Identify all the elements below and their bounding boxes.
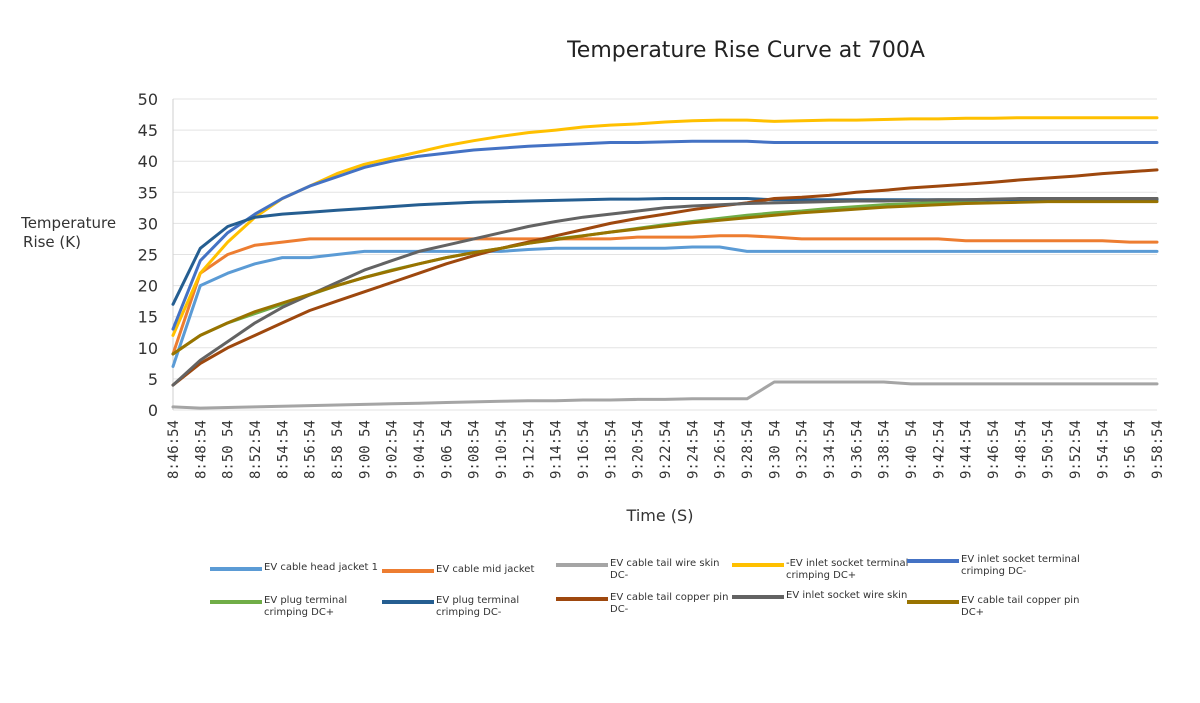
legend-swatch xyxy=(210,600,262,604)
y-tick-label: 5 xyxy=(148,370,158,389)
x-tick-label: 9:40 54 xyxy=(904,420,920,479)
x-tick-label: 9:00 54 xyxy=(357,420,373,479)
x-tick-label: 8:50 54 xyxy=(221,420,237,479)
x-tick-label: 9:02:54 xyxy=(385,420,401,479)
y-tick-label: 30 xyxy=(138,214,158,233)
legend-swatch xyxy=(732,563,784,567)
legend-item: EV cable head jacket 1 xyxy=(210,562,394,574)
legend-item: EV inlet socket terminal crimping DC- xyxy=(907,554,1091,578)
series-line-10 xyxy=(171,200,1159,356)
legend-label: EV cable tail wire skin DC- xyxy=(610,558,720,581)
gridlines xyxy=(173,98,1157,411)
chart-title: Temperature Rise Curve at 700A xyxy=(566,38,925,63)
y-tick-label: 35 xyxy=(138,183,158,202)
x-tick-label: 8:56:54 xyxy=(303,420,319,479)
series-line-3 xyxy=(171,380,1159,410)
x-tick-label: 9:16:54 xyxy=(576,420,592,479)
x-tick-label: 9:50:54 xyxy=(1041,420,1057,479)
x-tick-label: 8:48:54 xyxy=(193,420,209,479)
series-line-2 xyxy=(171,234,1159,356)
y-tick-label: 0 xyxy=(148,401,158,420)
x-tick-label: 9:08:54 xyxy=(467,420,483,479)
legend-item: EV plug terminal crimping DC- xyxy=(382,595,566,619)
y-tick-label: 20 xyxy=(138,277,158,296)
x-tick-label: 8:52:54 xyxy=(248,420,264,479)
x-tick-label: 9:12:54 xyxy=(521,420,537,479)
y-tick-label: 25 xyxy=(138,246,158,265)
y-tick-label: 40 xyxy=(138,152,158,171)
x-tick-label: 8:58 54 xyxy=(330,420,346,479)
legend-label: EV cable tail copper pin DC- xyxy=(610,592,729,615)
x-tick-label: 9:28:54 xyxy=(740,420,756,479)
legend-swatch xyxy=(907,600,959,604)
legend-item: EV cable tail copper pin DC- xyxy=(556,592,740,616)
x-tick-label: 9:42:54 xyxy=(931,420,947,479)
legend-swatch xyxy=(382,569,434,573)
x-tick-label: 9:54:54 xyxy=(1095,420,1111,479)
legend-swatch xyxy=(907,559,959,563)
legend-swatch xyxy=(382,600,434,604)
legend-label: EV cable head jacket 1 xyxy=(264,562,379,573)
y-tick-label: 50 xyxy=(138,90,158,109)
legend-item: EV inlet socket wire skin xyxy=(732,590,916,602)
y-tick-label: 10 xyxy=(138,339,158,358)
x-tick-label: 9:34:54 xyxy=(822,420,838,479)
legend-item: -EV inlet socket terminal crimping DC+ xyxy=(732,558,916,582)
x-tick-label: 9:48:54 xyxy=(1013,420,1029,479)
y-axis: 0 5 10 15 20 25 30 35 40 45 50 xyxy=(138,90,174,420)
x-axis-label: Time (S) xyxy=(626,506,694,525)
legend-label: EV cable tail copper pin DC+ xyxy=(961,595,1080,618)
x-tick-label: 9:14:54 xyxy=(549,420,565,479)
legend-item: EV plug terminal crimping DC+ xyxy=(210,595,394,619)
series-line-9 xyxy=(171,197,1159,387)
x-tick-label: 9:26:54 xyxy=(713,420,729,479)
x-tick-label: 9:20:54 xyxy=(631,420,647,479)
legend-item: EV cable tail copper pin DC+ xyxy=(907,595,1091,619)
x-tick-label: 9:22:54 xyxy=(658,420,674,479)
x-tick-label: 9:52:54 xyxy=(1068,420,1084,479)
y-tick-label: 15 xyxy=(138,308,158,327)
x-tick-label: 9:32:54 xyxy=(795,420,811,479)
legend-item: EV cable mid jacket xyxy=(382,564,566,576)
legend-label: EV inlet socket wire skin xyxy=(786,590,908,601)
x-tick-label: 9:38:54 xyxy=(877,420,893,479)
y-tick-label: 45 xyxy=(138,121,158,140)
legend-swatch xyxy=(210,567,262,571)
legend-label: EV inlet socket terminal crimping DC- xyxy=(961,554,1080,577)
legend-label: EV plug terminal crimping DC+ xyxy=(264,595,348,618)
x-tick-label: 9:44:54 xyxy=(959,420,975,479)
x-tick-label: 9:56 54 xyxy=(1123,420,1139,479)
x-tick-label: 9:24:54 xyxy=(685,420,701,479)
x-tick-label: 9:04:54 xyxy=(412,420,428,479)
series-line-8 xyxy=(171,168,1159,387)
legend-label: EV cable mid jacket xyxy=(436,564,535,575)
x-tick-label: 9:46:54 xyxy=(986,420,1002,479)
x-tick-label: 8:54:54 xyxy=(275,420,291,479)
series-line-5 xyxy=(171,139,1159,331)
legend-swatch xyxy=(732,595,784,599)
x-tick-label: 9:30 54 xyxy=(767,420,783,479)
series-line-6 xyxy=(171,197,1159,356)
legend-swatch xyxy=(556,563,608,567)
x-tick-label: 9:36:54 xyxy=(849,420,865,479)
x-tick-label: 8:46:54 xyxy=(166,420,182,479)
y-axis-label: Temperature Rise (K) xyxy=(20,214,121,251)
legend-label: EV plug terminal crimping DC- xyxy=(436,595,520,618)
legend-label: -EV inlet socket terminal crimping DC+ xyxy=(786,558,909,581)
legend-swatch xyxy=(556,597,608,601)
legend-item: EV cable tail wire skin DC- xyxy=(556,558,740,582)
series-group xyxy=(171,116,1159,410)
x-axis: 8:46:54 8:48:54 8:50 54 8:52:54 8:54:54 8:56:… xyxy=(166,420,1166,479)
x-tick-label: 9:18:54 xyxy=(603,420,619,479)
x-tick-label: 9:10:54 xyxy=(494,420,510,479)
series-line-4 xyxy=(171,116,1159,337)
x-tick-label: 9:58:54 xyxy=(1150,420,1166,479)
x-tick-label: 9:06 54 xyxy=(439,420,455,479)
series-line-1 xyxy=(171,245,1159,368)
